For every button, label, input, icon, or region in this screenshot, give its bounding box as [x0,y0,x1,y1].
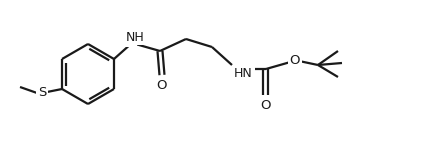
Text: N: N [127,33,135,45]
Text: HN: HN [234,67,253,80]
Text: H: H [132,29,141,42]
Text: NH: NH [126,30,144,44]
Text: O: O [290,53,300,66]
Text: O: O [157,79,167,92]
Text: O: O [261,99,271,112]
Text: S: S [38,86,46,99]
